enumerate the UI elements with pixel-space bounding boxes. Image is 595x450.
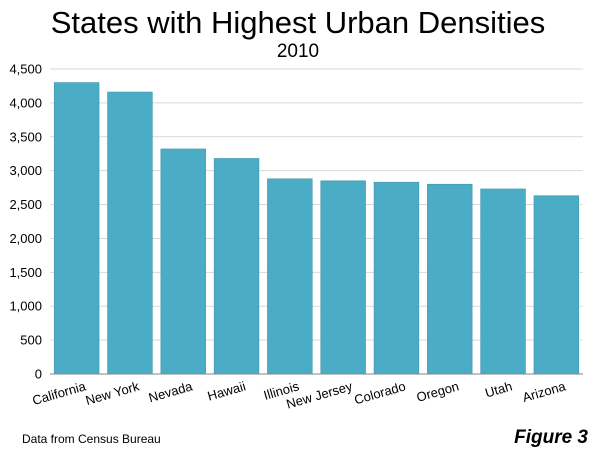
chart-title: States with Highest Urban Densities — [51, 5, 546, 40]
y-tick-label: 4,500 — [9, 62, 42, 77]
x-category-label: Nevada — [147, 378, 195, 405]
y-tick-label: 500 — [20, 333, 42, 348]
y-tick-label: 4,000 — [9, 95, 42, 110]
bar-illinois — [267, 178, 313, 375]
y-tick-label: 2,000 — [9, 231, 42, 246]
x-category-label: Colorado — [352, 378, 407, 407]
y-tick-label: 3,500 — [9, 129, 42, 144]
x-category-label: California — [31, 378, 89, 408]
y-tick-label: 3,000 — [9, 163, 42, 178]
bars — [53, 82, 580, 375]
x-category-label: Hawaii — [206, 378, 248, 403]
bar-new-jersey — [320, 180, 366, 375]
y-tick-label: 1,500 — [9, 265, 42, 280]
figure-label: Figure 3 — [514, 427, 588, 448]
y-tick-label: 2,500 — [9, 197, 42, 212]
bar-colorado — [373, 181, 420, 375]
x-category-label: Utah — [483, 378, 514, 400]
chart-subtitle: 2010 — [277, 41, 319, 62]
y-tick-label: 1,000 — [9, 299, 42, 314]
bar-utah — [480, 188, 526, 375]
bar-arizona — [533, 195, 580, 375]
y-axis-tick-labels: 0 500 1,000 1,500 2,000 2,500 3,000 3,500 4,000 4… — [9, 62, 42, 382]
x-category-label: Arizona — [521, 378, 568, 405]
bar-nevada — [160, 148, 206, 375]
bar-hawaii — [213, 158, 260, 375]
source-note: Data from Census Bureau — [22, 432, 161, 446]
bar-new-york — [107, 91, 153, 375]
y-tick-label: 0 — [35, 367, 42, 382]
bar-california — [53, 82, 100, 375]
x-category-label: New York — [84, 378, 141, 408]
bar-oregon — [427, 183, 473, 375]
x-category-label: Oregon — [415, 378, 461, 404]
